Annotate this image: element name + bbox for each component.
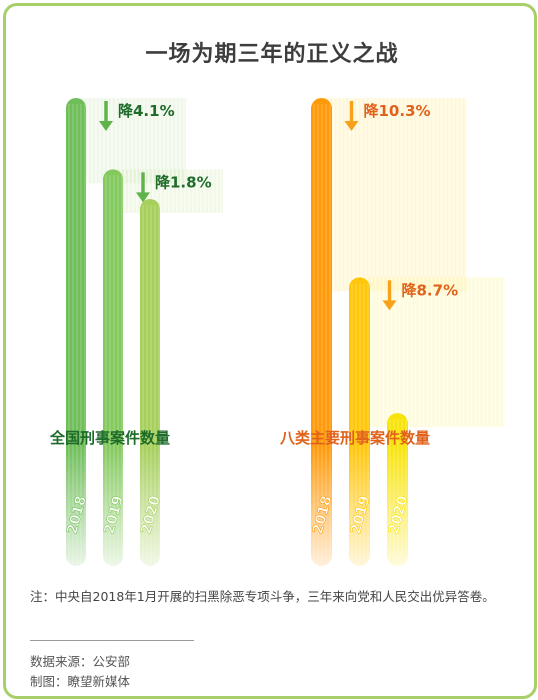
divider [30,640,194,641]
drop-label: 降8.7% [402,281,459,299]
arrow-head-icon [382,300,397,311]
chart-area: 降4.1%降1.8%2018 2019 2020全国刑事案件数量降10.3%降8.7… [49,98,505,567]
data-source: 数据来源：公安部 [30,654,131,669]
producer-credit: 制图：瞭望新媒体 [30,674,131,689]
series-title: 全国刑事案件数量 [49,429,170,447]
drop-label: 降1.8% [155,173,212,191]
series-title: 八类主要刑事案件数量 [279,429,430,447]
drop-label: 降4.1% [118,102,175,120]
arrow-head-icon [99,121,113,131]
arrow-head-icon [344,121,359,131]
footnote: 注：中央自2018年1月开展的扫黑除恶专项斗争，三年来向党和人民交出优异答卷。 [30,589,495,604]
arrow-head-icon [136,192,150,203]
page-title: 一场为期三年的正义之战 [145,42,399,67]
infographic-card: 一场为期三年的正义之战 降4.1% 降1.8% 2018 2019 2020 全国刑事案件… [3,3,537,699]
drop-label: 降10.3% [364,102,431,120]
